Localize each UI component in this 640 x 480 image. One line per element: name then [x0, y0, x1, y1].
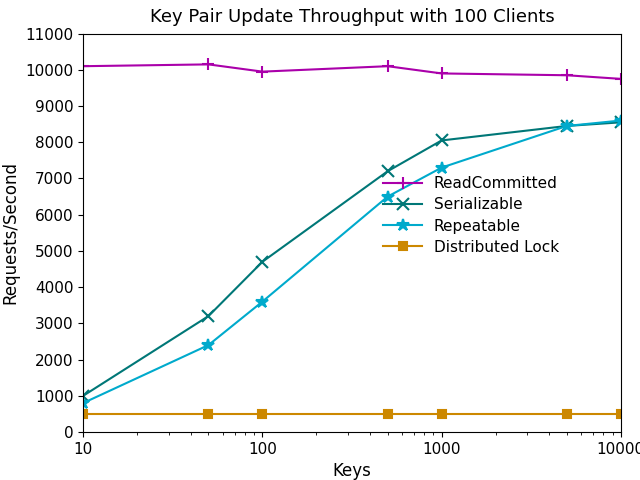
Serializable	[79, 393, 87, 399]
Serializable	[259, 259, 266, 264]
Serializable	[438, 138, 445, 144]
Serializable	[205, 313, 212, 319]
Repeatable	[205, 342, 212, 348]
ReadCommitted	[384, 63, 392, 69]
Repeatable	[438, 165, 445, 170]
ReadCommitted	[617, 76, 625, 82]
Y-axis label: Requests/Second: Requests/Second	[2, 161, 20, 304]
Serializable	[384, 168, 392, 174]
Distributed Lock	[205, 411, 212, 417]
Distributed Lock	[384, 411, 392, 417]
Line: Serializable: Serializable	[77, 117, 627, 401]
ReadCommitted	[259, 69, 266, 74]
Repeatable	[617, 118, 625, 123]
ReadCommitted	[563, 72, 571, 78]
ReadCommitted	[79, 63, 87, 69]
Serializable	[563, 123, 571, 129]
Distributed Lock	[259, 411, 266, 417]
ReadCommitted	[438, 71, 445, 76]
Repeatable	[79, 400, 87, 406]
Distributed Lock	[617, 411, 625, 417]
Line: Distributed Lock: Distributed Lock	[79, 410, 625, 418]
Serializable	[617, 120, 625, 125]
ReadCommitted	[205, 61, 212, 67]
Legend: ReadCommitted, Serializable, Repeatable, Distributed Lock: ReadCommitted, Serializable, Repeatable,…	[376, 169, 566, 263]
Repeatable	[259, 299, 266, 304]
Repeatable	[384, 194, 392, 200]
Distributed Lock	[563, 411, 571, 417]
Line: ReadCommitted: ReadCommitted	[77, 59, 627, 84]
Distributed Lock	[79, 411, 87, 417]
Title: Key Pair Update Throughput with 100 Clients: Key Pair Update Throughput with 100 Clie…	[150, 9, 554, 26]
Distributed Lock	[438, 411, 445, 417]
Repeatable	[563, 123, 571, 129]
Line: Repeatable: Repeatable	[77, 114, 627, 409]
X-axis label: Keys: Keys	[333, 462, 371, 480]
